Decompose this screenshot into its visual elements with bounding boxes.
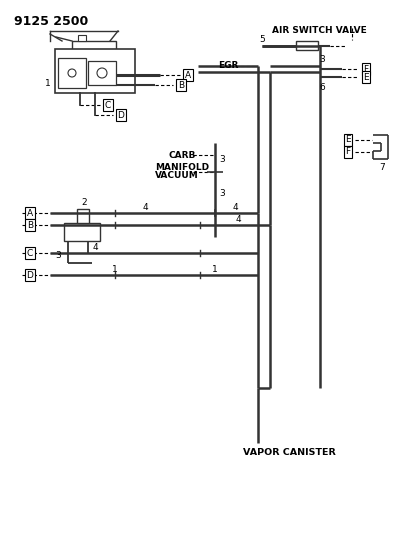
Text: VAPOR CANISTER: VAPOR CANISTER <box>242 448 335 457</box>
Bar <box>55 49 135 93</box>
Bar <box>78 35 86 41</box>
Text: 4: 4 <box>235 215 241 224</box>
Text: C: C <box>105 101 111 109</box>
Text: A: A <box>185 70 191 79</box>
Text: B: B <box>178 80 184 90</box>
Text: E: E <box>363 72 369 82</box>
Text: 3: 3 <box>219 189 225 198</box>
Text: A: A <box>27 208 33 217</box>
Bar <box>72 41 116 51</box>
Text: CARB: CARB <box>168 150 195 159</box>
Text: C: C <box>27 248 33 257</box>
Circle shape <box>97 68 107 78</box>
Text: 3: 3 <box>319 55 325 64</box>
Bar <box>58 58 86 88</box>
Bar <box>88 61 116 85</box>
Bar <box>77 209 89 223</box>
Text: VACUUM: VACUUM <box>155 172 199 181</box>
Text: 3: 3 <box>219 155 225 164</box>
Text: 9125 2500: 9125 2500 <box>14 15 88 28</box>
Text: EGR: EGR <box>218 61 238 70</box>
Bar <box>296 41 318 50</box>
Text: 6: 6 <box>319 84 325 93</box>
Text: 4: 4 <box>92 244 98 253</box>
Text: 7: 7 <box>379 163 385 172</box>
Bar <box>64 223 100 241</box>
Text: 1: 1 <box>45 78 51 87</box>
Text: 1: 1 <box>212 264 218 273</box>
Text: AIR SWITCH VALVE: AIR SWITCH VALVE <box>272 26 367 35</box>
Text: 3: 3 <box>55 251 61 260</box>
Text: F: F <box>345 148 351 157</box>
Text: B: B <box>27 221 33 230</box>
Text: F: F <box>363 64 369 74</box>
Circle shape <box>68 69 76 77</box>
Text: D: D <box>118 110 125 119</box>
Text: MANIFOLD: MANIFOLD <box>155 164 209 173</box>
Text: 4: 4 <box>142 204 148 213</box>
Text: 4: 4 <box>232 204 238 213</box>
Text: E: E <box>345 135 351 144</box>
Text: D: D <box>27 271 33 279</box>
Text: 5: 5 <box>259 36 265 44</box>
Text: 2: 2 <box>81 198 87 207</box>
Text: 1: 1 <box>112 264 118 273</box>
